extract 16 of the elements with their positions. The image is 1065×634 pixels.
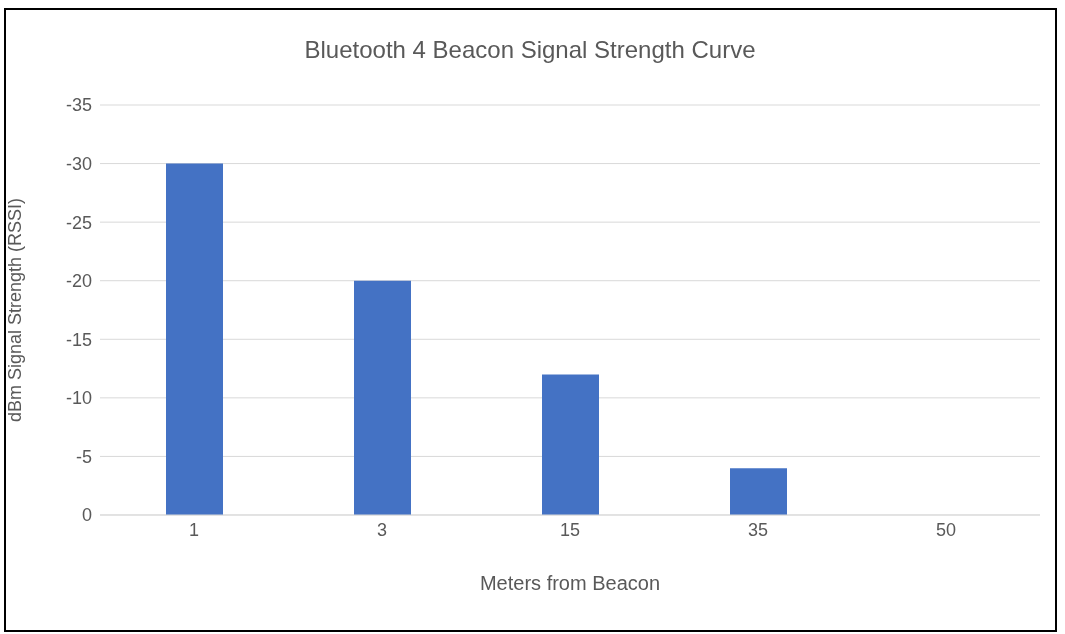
x-tick-label: 15 — [559, 519, 581, 540]
y-tick-label: -35 — [65, 95, 92, 116]
y-tick-label: 0 — [81, 505, 92, 526]
y-tick-label: -15 — [65, 329, 92, 350]
y-tick-label: -5 — [75, 446, 92, 467]
y-axis-title: dBm Signal Strength (RSSI) — [5, 197, 26, 423]
x-tick-label: 50 — [935, 519, 957, 540]
x-tick-label: 3 — [376, 519, 388, 540]
x-tick-label: 35 — [747, 519, 769, 540]
x-tick-label: 1 — [188, 519, 200, 540]
y-tick-label: -10 — [65, 388, 92, 409]
y-tick-label: -25 — [65, 212, 92, 233]
y-tick-label: -30 — [65, 153, 92, 174]
chart-title: Bluetooth 4 Beacon Signal Strength Curve — [303, 36, 757, 64]
x-axis-title: Meters from Beacon — [479, 572, 661, 594]
y-tick-label: -20 — [65, 271, 92, 292]
